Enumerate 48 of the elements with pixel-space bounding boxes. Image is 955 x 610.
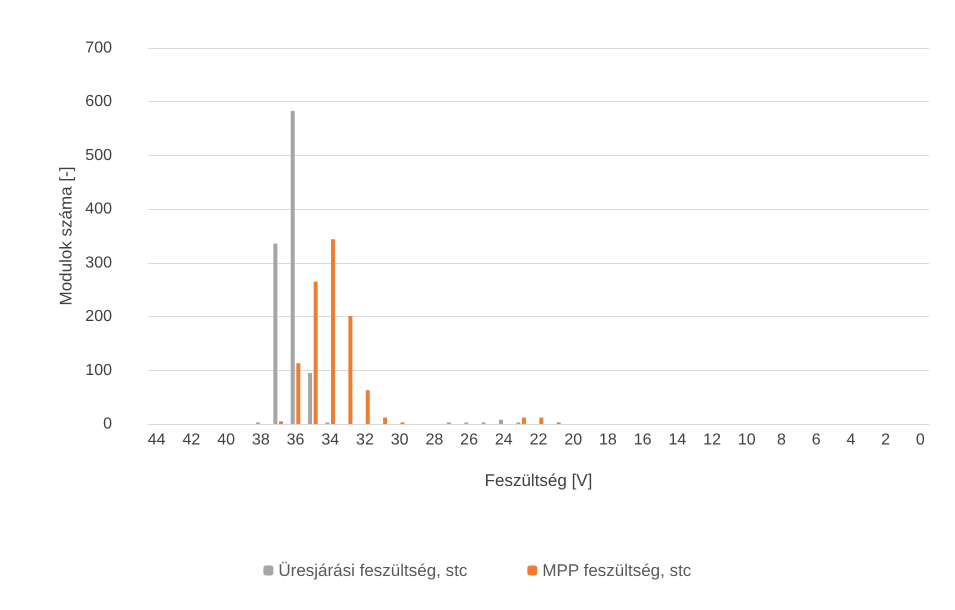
- x-tick-label: 8: [777, 432, 786, 448]
- x-tick-label: 28: [425, 432, 444, 448]
- bar: [539, 418, 544, 424]
- x-tick-label: 20: [564, 432, 582, 448]
- x-tick-label: 40: [217, 432, 236, 448]
- y-axis-title: Modulok száma [-]: [56, 166, 76, 306]
- bar: [278, 421, 283, 424]
- x-tick-label: 18: [599, 432, 617, 448]
- x-tick-label: 22: [530, 432, 548, 448]
- y-tick-label: 100: [85, 362, 112, 379]
- y-tick-label: 600: [85, 93, 112, 110]
- x-tick-label: 30: [390, 432, 409, 448]
- y-tick-label: 500: [85, 146, 112, 164]
- legend-label: MPP feszültség, stc: [542, 561, 692, 580]
- x-tick-label: 44: [148, 432, 166, 448]
- bar: [522, 418, 526, 424]
- y-tick-label: 300: [85, 254, 112, 272]
- y-tick-label: 200: [85, 308, 112, 326]
- bar: [273, 244, 278, 424]
- legend-label: Üresjárási feszültség, stc: [278, 561, 468, 580]
- x-tick-label: 42: [182, 432, 200, 448]
- x-tick-label: 36: [286, 432, 305, 448]
- bar: [498, 420, 503, 424]
- x-tick-label: 0: [916, 432, 925, 448]
- x-tick-label: 14: [668, 432, 686, 448]
- x-tick-label: 34: [321, 432, 340, 448]
- x-tick-label: 16: [634, 432, 652, 448]
- x-tick-label: 12: [703, 432, 722, 448]
- x-tick-label: 10: [738, 432, 756, 448]
- bar: [331, 239, 336, 424]
- bar: [296, 363, 300, 424]
- x-tick-label: 2: [881, 432, 890, 448]
- x-tick-label: 24: [494, 432, 513, 448]
- y-tick-label: 400: [85, 200, 112, 218]
- x-tick-label: 6: [812, 432, 821, 448]
- x-tick-label: 38: [252, 432, 270, 448]
- x-tick-label: 4: [846, 432, 856, 448]
- y-tick-label: 700: [85, 40, 112, 56]
- bar: [290, 110, 295, 424]
- bar: [308, 372, 312, 424]
- y-tick-label: 0: [103, 416, 112, 432]
- bar: [314, 282, 318, 424]
- bar: [383, 418, 388, 424]
- x-tick-label: 26: [460, 432, 478, 448]
- x-tick-label: 32: [356, 432, 374, 448]
- bar: [366, 390, 370, 424]
- x-axis-title: Feszültség [V]: [484, 471, 592, 490]
- bar: [348, 316, 352, 424]
